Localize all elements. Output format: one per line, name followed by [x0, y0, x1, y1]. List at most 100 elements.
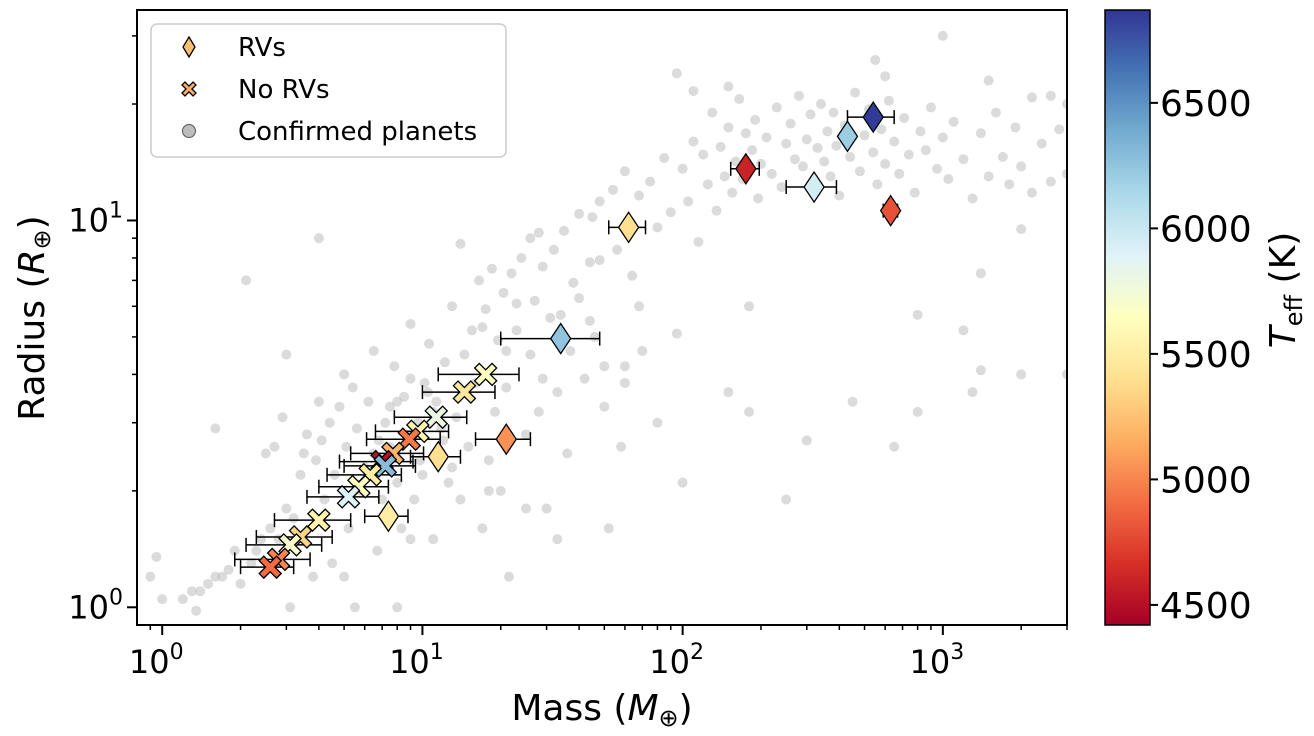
confirmed-planet-point [859, 130, 870, 141]
colorbar-tick-label: 5500 [1160, 335, 1252, 376]
no-rv-planet-marker [336, 484, 361, 509]
confirmed-planet-point [723, 81, 734, 92]
confirmed-planet-point [495, 485, 506, 496]
confirmed-planet-point [327, 558, 338, 569]
confirmed-planet-point [616, 441, 627, 452]
confirmed-planet-point [537, 373, 548, 384]
confirmed-planet-point [805, 109, 816, 120]
confirmed-planet-point [195, 586, 206, 597]
confirmed-planet-point [619, 361, 630, 372]
confirmed-planet-point [671, 68, 682, 79]
confirmed-planet-point [368, 345, 379, 356]
confirmed-planet-point [937, 132, 948, 143]
confirmed-planet-point [533, 406, 544, 417]
confirmed-planet-point [825, 171, 836, 182]
no-rv-planet-marker [397, 427, 422, 452]
colorbar-tick-label: 5000 [1160, 460, 1252, 501]
confirmed-planet-point [943, 173, 954, 184]
rv-planet-marker [377, 500, 400, 533]
confirmed-planet-point [516, 252, 527, 263]
confirmed-planet-point [603, 523, 614, 534]
confirmed-planet-point [223, 564, 234, 575]
confirmed-planet-point [1026, 92, 1037, 103]
confirmed-planet-point [812, 142, 823, 153]
confirmed-planet-point [363, 396, 374, 407]
confirmed-planet-point [997, 151, 1008, 162]
confirmed-planet-point [428, 534, 439, 545]
confirmed-planet-point [157, 594, 168, 605]
confirmed-planet-point [311, 455, 322, 466]
confirmed-planet-point [568, 277, 579, 288]
confirmed-planet-point [755, 158, 766, 169]
confirmed-planet-point [608, 184, 619, 195]
confirmed-planet-point [750, 114, 761, 125]
confirmed-planet-point [671, 328, 682, 339]
rv-planet-marker [862, 100, 884, 134]
confirmed-planet-point [753, 193, 764, 204]
confirmed-planet-point [1062, 369, 1067, 380]
x-tick-label: 101 [389, 640, 444, 681]
legend-circle-icon [182, 124, 196, 138]
legend: RVs No RVs Confirmed planets [150, 23, 507, 158]
legend-label-no-rvs: No RVs [238, 75, 330, 105]
confirmed-planet-point [210, 571, 221, 582]
confirmed-planet-point [417, 469, 428, 480]
confirmed-planet-point [975, 365, 986, 376]
confirmed-planet-point [251, 545, 262, 556]
confirmed-planet-point [948, 116, 959, 127]
confirmed-planet-point [711, 205, 722, 216]
confirmed-planet-point [533, 227, 544, 238]
confirmed-planet-point [541, 503, 552, 514]
confirmed-planet-point [1016, 369, 1027, 380]
rv-planet-marker [836, 120, 859, 153]
confirmed-planet-point [880, 158, 891, 169]
colorbar [1104, 9, 1151, 626]
confirmed-planet-point [501, 382, 512, 393]
confirmed-planet-point [477, 322, 488, 333]
confirmed-planet-point [506, 268, 517, 279]
confirmed-planet-point [288, 513, 299, 524]
x-tick-label: 100 [129, 640, 184, 681]
confirmed-planet-point [525, 233, 536, 244]
confirmed-planet-point [776, 182, 787, 193]
rv-planet-marker [803, 170, 825, 204]
confirmed-planet-point [1016, 161, 1027, 172]
confirmed-planet-point [797, 161, 808, 172]
confirmed-planet-point [589, 331, 600, 342]
confirmed-planet-point [584, 257, 595, 268]
confirmed-planet-point [316, 435, 327, 446]
x-tick-label: 102 [649, 640, 704, 681]
confirmed-planet-point [831, 140, 842, 151]
confirmed-planet-point [548, 244, 559, 255]
confirmed-planet-point [545, 312, 556, 323]
confirmed-planet-point [584, 315, 595, 326]
confirmed-planet-point [789, 154, 800, 165]
confirmed-planet-point [229, 545, 240, 556]
confirmed-planet-point [761, 132, 772, 143]
confirmed-planet-point [847, 396, 858, 407]
confirmed-planet-point [594, 255, 605, 266]
confirmed-planet-point [443, 477, 454, 488]
confirmed-planet-point [920, 145, 931, 156]
confirmed-planet-point [520, 503, 531, 514]
confirmed-planet-point [377, 494, 388, 505]
confirmed-planet-point [740, 128, 751, 139]
confirmed-planet-point [308, 571, 319, 582]
y-tick-label: 101 [68, 198, 123, 239]
confirmed-planet-point [256, 534, 267, 545]
confirmed-planet-point [415, 455, 426, 466]
confirmed-planet-point [455, 238, 466, 249]
confirmed-planet-point [793, 90, 804, 101]
confirmed-planet-point [1010, 122, 1021, 133]
confirmed-planet-point [730, 156, 741, 167]
confirmed-planet-point [958, 154, 969, 165]
confirmed-planet-point [652, 222, 663, 233]
confirmed-planet-point [683, 196, 694, 207]
confirmed-planet-point [744, 406, 755, 417]
confirmed-planet-point [719, 171, 730, 182]
confirmed-planet-point [1062, 168, 1067, 179]
legend-label-rvs: RVs [238, 33, 286, 63]
confirmed-planet-point [579, 373, 590, 384]
confirmed-planet-point [932, 163, 943, 174]
confirmed-planet-point [707, 107, 718, 118]
